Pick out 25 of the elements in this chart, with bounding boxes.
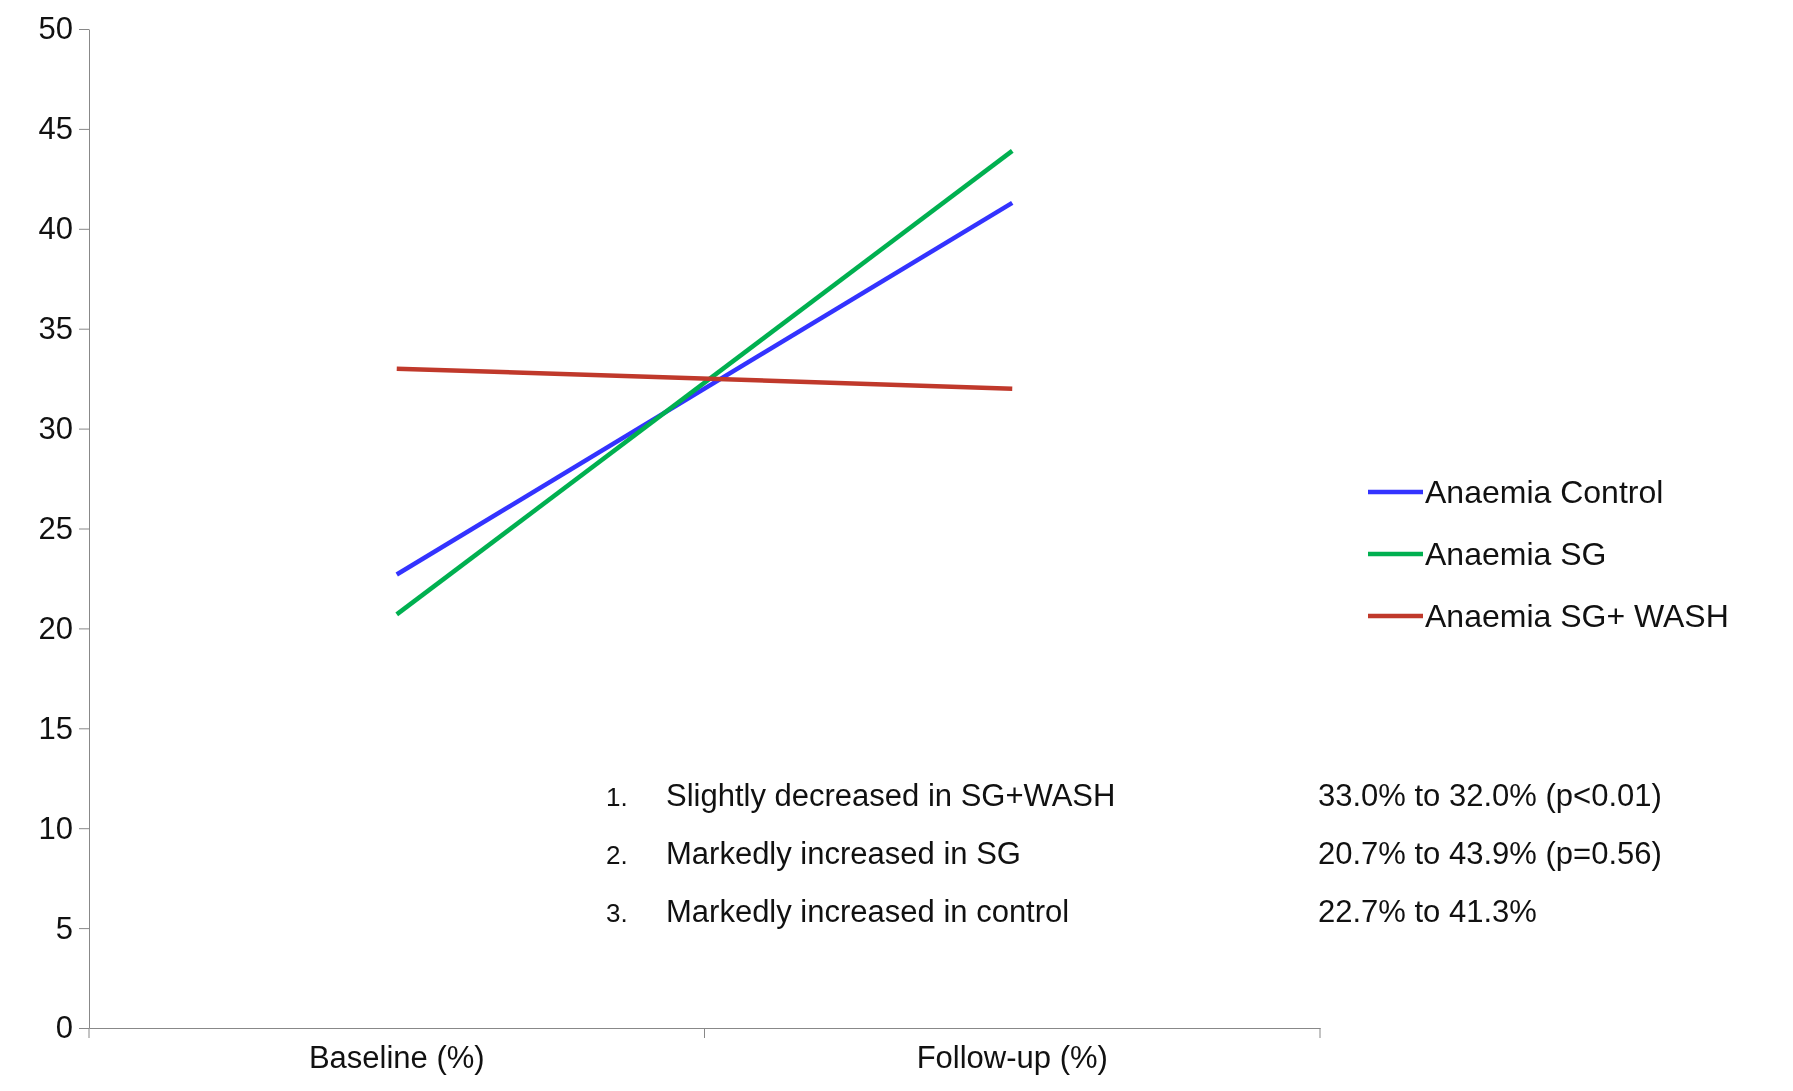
annotation: Markedly increased in SG <box>666 836 1021 871</box>
annotation: Slightly decreased in SG+WASH <box>666 778 1116 813</box>
y-tick-label: 25 <box>38 510 73 546</box>
legend-label: Anaemia SG+ WASH <box>1425 598 1729 634</box>
y-tick-label: 50 <box>38 11 73 47</box>
annotation: 1. <box>606 782 628 812</box>
legend-label: Anaemia Control <box>1425 474 1664 510</box>
y-tick-label: 10 <box>38 810 73 846</box>
y-tick-label: 45 <box>38 111 73 147</box>
annotation: 3. <box>606 898 628 928</box>
y-tick-label: 0 <box>55 1010 73 1046</box>
y-tick-label: 15 <box>38 710 73 746</box>
annotation: Markedly increased in control <box>666 894 1070 929</box>
y-tick-label: 20 <box>38 610 73 646</box>
x-tick-label: Follow-up (%) <box>916 1040 1108 1076</box>
annotation: 2. <box>606 840 628 870</box>
annotation: 22.7% to 41.3% <box>1318 894 1537 929</box>
annotation: 33.0% to 32.0% (p<0.01) <box>1318 778 1662 813</box>
x-tick-label: Baseline (%) <box>308 1040 485 1076</box>
legend-label: Anaemia SG <box>1425 536 1607 572</box>
annotation: 20.7% to 43.9% (p=0.56) <box>1318 836 1662 871</box>
y-tick-label: 5 <box>55 910 73 946</box>
y-tick-label: 40 <box>38 211 73 247</box>
y-tick-label: 35 <box>38 311 73 347</box>
y-tick-label: 30 <box>38 411 73 447</box>
